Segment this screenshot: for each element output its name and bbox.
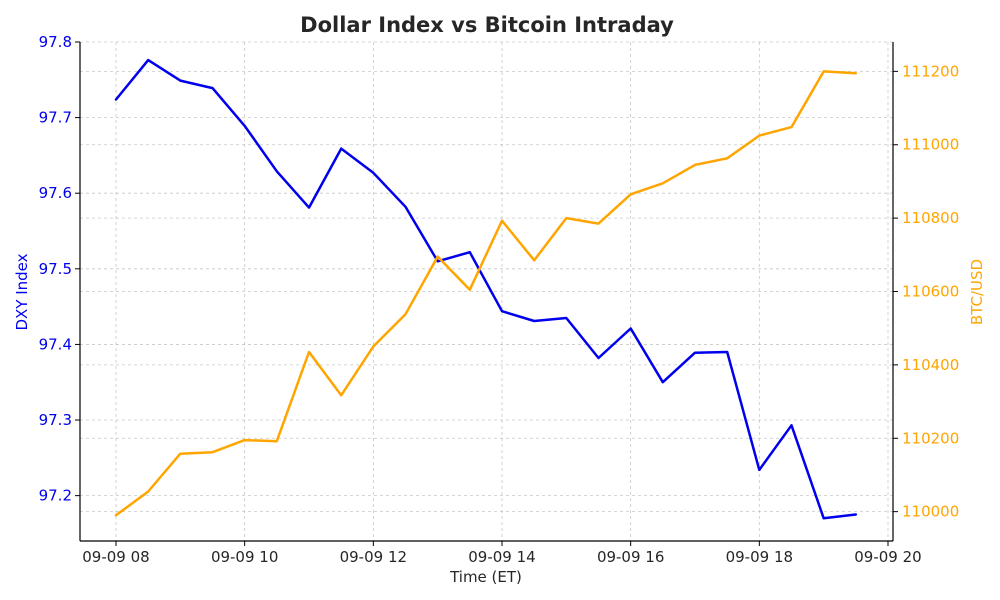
x-tick-label: 09-09 16 bbox=[597, 548, 664, 566]
left-tick-label: 97.3 bbox=[39, 411, 72, 429]
right-y-axis-ticks: 110000 110200 110400 110600 110800 111000 1112… bbox=[893, 62, 959, 521]
left-y-axis-ticks: 97.2 97.3 97.4 97.5 97.6 97.7 97.8 bbox=[39, 33, 80, 505]
left-tick-label: 97.5 bbox=[39, 260, 72, 278]
x-axis-ticks: 09-09 08 09-09 10 09-09 12 09-09 14 09-09 16… bbox=[82, 541, 922, 566]
left-tick-label: 97.4 bbox=[39, 335, 72, 353]
right-tick-label: 110800 bbox=[902, 209, 959, 227]
right-tick-label: 111200 bbox=[902, 62, 959, 80]
right-tick-label: 110200 bbox=[902, 429, 959, 447]
right-y-axis-label: BTC/USD bbox=[968, 259, 986, 325]
x-axis-label: Time (ET) bbox=[449, 568, 522, 586]
btc-usd-line bbox=[114, 70, 858, 517]
x-tick-label: 09-09 20 bbox=[854, 548, 921, 566]
right-tick-label: 111000 bbox=[902, 136, 959, 154]
plot-frame bbox=[79, 42, 894, 542]
grid bbox=[80, 41, 893, 541]
series-lines bbox=[114, 58, 858, 520]
x-tick-label: 09-09 18 bbox=[726, 548, 793, 566]
left-tick-label: 97.8 bbox=[39, 33, 72, 51]
dxy-index-line bbox=[114, 58, 858, 520]
x-tick-label: 09-09 12 bbox=[340, 548, 407, 566]
left-y-axis-label: DXY Index bbox=[13, 253, 31, 330]
chart-title: Dollar Index vs Bitcoin Intraday bbox=[300, 13, 674, 37]
left-tick-label: 97.2 bbox=[39, 487, 72, 505]
right-tick-label: 110400 bbox=[902, 356, 959, 374]
x-tick-label: 09-09 10 bbox=[211, 548, 278, 566]
x-tick-label: 09-09 14 bbox=[468, 548, 535, 566]
left-tick-label: 97.7 bbox=[39, 109, 72, 127]
left-tick-label: 97.6 bbox=[39, 184, 72, 202]
right-tick-label: 110000 bbox=[902, 503, 959, 521]
right-tick-label: 110600 bbox=[902, 283, 959, 301]
x-tick-label: 09-09 08 bbox=[82, 548, 149, 566]
